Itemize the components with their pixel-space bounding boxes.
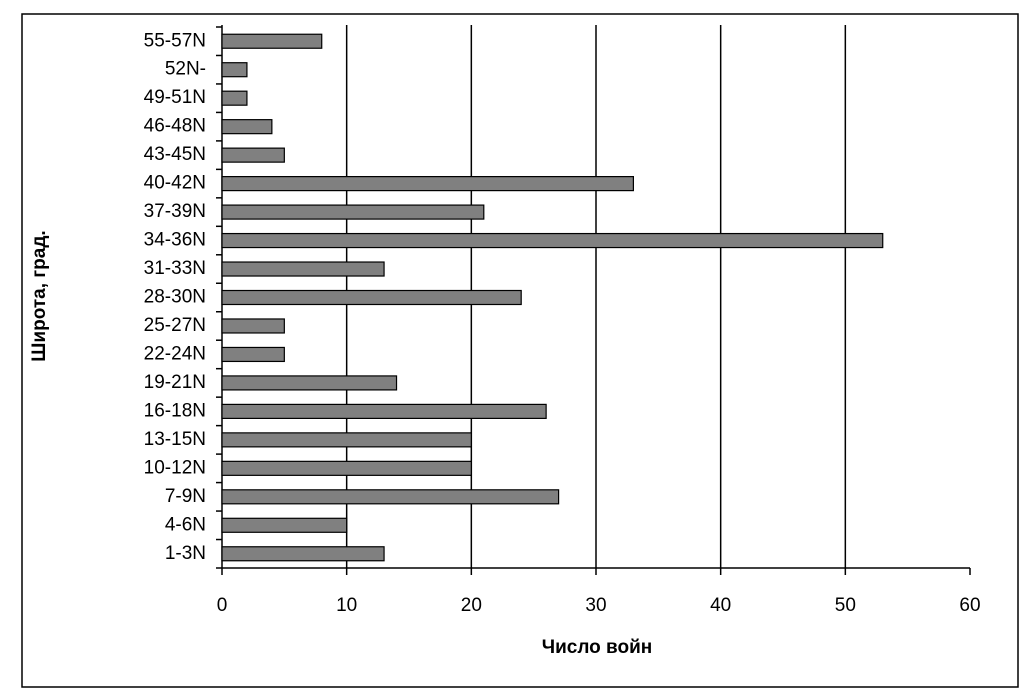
x-tick-label: 30 bbox=[585, 595, 606, 616]
y-tick-label: 52N- bbox=[165, 59, 206, 80]
x-tick-label: 50 bbox=[835, 595, 856, 616]
y-tick-label: 31-33N bbox=[144, 258, 206, 279]
y-tick-label: 34-36N bbox=[144, 230, 206, 251]
y-tick-label: 49-51N bbox=[144, 87, 206, 108]
bar bbox=[221, 318, 285, 334]
x-tick-label: 10 bbox=[336, 595, 357, 616]
chart-frame bbox=[21, 13, 1019, 688]
bar bbox=[221, 232, 884, 249]
bar bbox=[221, 489, 560, 505]
y-tick-label: 37-39N bbox=[144, 201, 206, 222]
bar bbox=[221, 517, 348, 533]
bar bbox=[221, 62, 248, 78]
x-axis-label: Число войн bbox=[542, 637, 653, 658]
y-tick-label: 1-3N bbox=[165, 543, 206, 564]
x-tick-label: 0 bbox=[217, 595, 228, 616]
bar bbox=[221, 261, 385, 277]
y-tick-label: 19-21N bbox=[144, 372, 206, 393]
x-tick-label: 60 bbox=[959, 595, 980, 616]
y-axis-label: Широта, град. bbox=[29, 230, 50, 361]
bar bbox=[221, 346, 285, 363]
y-tick-label: 16-18N bbox=[144, 400, 206, 421]
bar bbox=[221, 403, 547, 419]
y-tick-label: 7-9N bbox=[165, 486, 206, 507]
y-tick-label: 43-45N bbox=[144, 144, 206, 165]
y-tick-label: 28-30N bbox=[144, 287, 206, 308]
y-tick-label: 13-15N bbox=[144, 429, 206, 450]
y-tick-label: 40-42N bbox=[144, 173, 206, 194]
bar bbox=[221, 204, 485, 220]
bar bbox=[221, 33, 323, 49]
bar bbox=[221, 119, 273, 135]
y-tick-label: 4-6N bbox=[165, 514, 206, 535]
y-tick-label: 46-48N bbox=[144, 116, 206, 137]
bar bbox=[221, 147, 285, 163]
bar bbox=[221, 546, 385, 562]
bar bbox=[221, 176, 634, 192]
bar bbox=[221, 289, 522, 306]
y-tick-label: 25-27N bbox=[144, 315, 206, 336]
bar bbox=[221, 375, 398, 391]
y-tick-label: 10-12N bbox=[144, 457, 206, 478]
y-tick-label: 22-24N bbox=[144, 343, 206, 364]
bar bbox=[221, 90, 248, 106]
x-tick-label: 40 bbox=[710, 595, 731, 616]
bar bbox=[221, 460, 472, 476]
y-tick-label: 55-57N bbox=[144, 30, 206, 51]
bar bbox=[221, 432, 472, 448]
x-tick-label: 20 bbox=[461, 595, 482, 616]
